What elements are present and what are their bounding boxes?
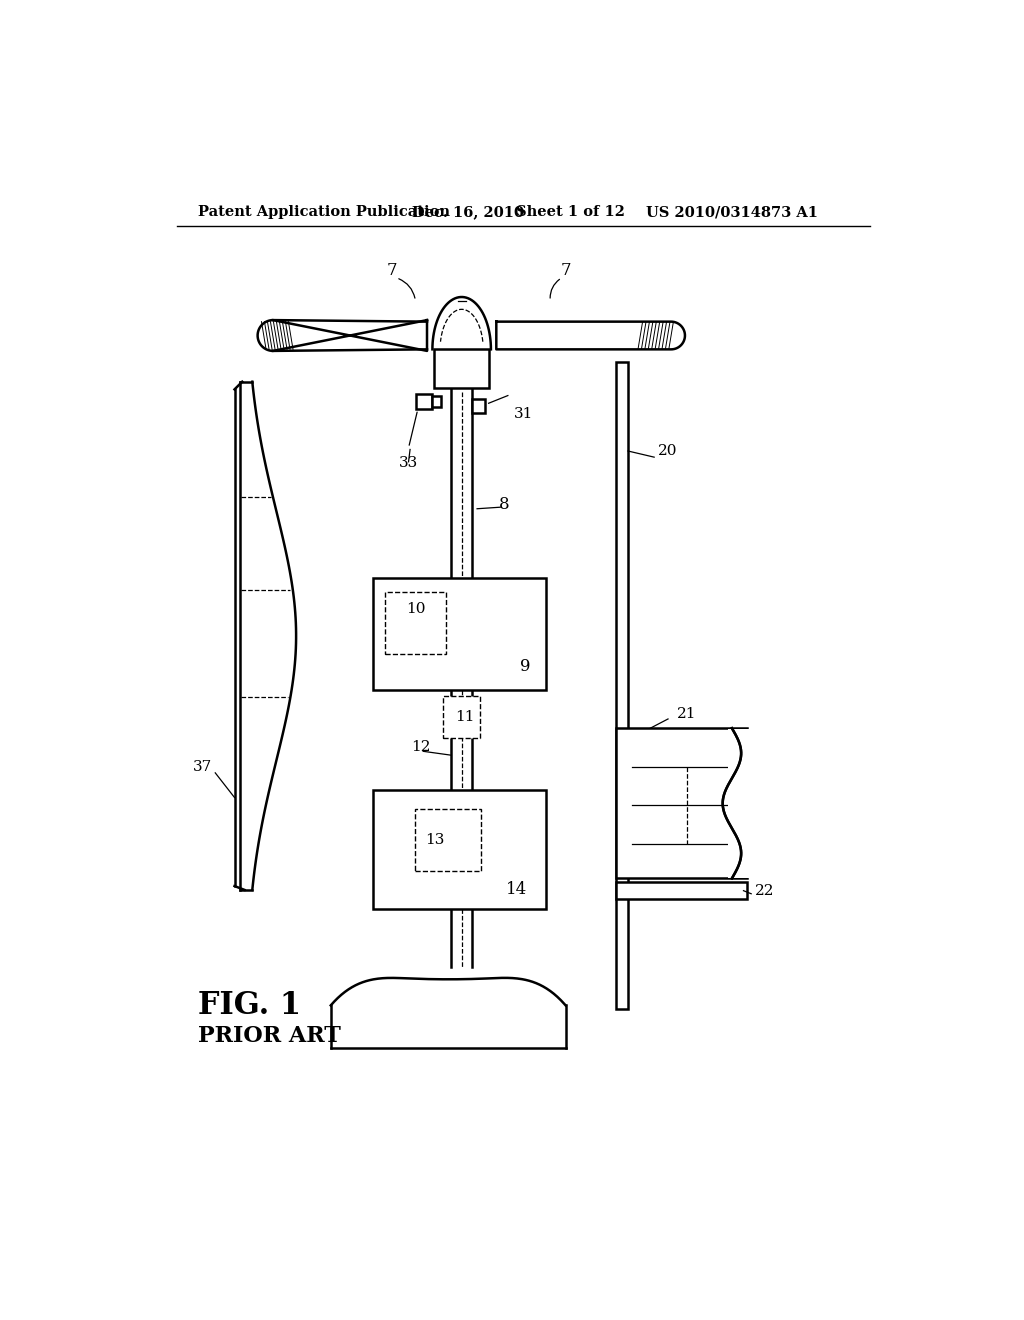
- Polygon shape: [240, 381, 296, 890]
- Polygon shape: [497, 322, 685, 350]
- Text: FIG. 1: FIG. 1: [199, 990, 301, 1020]
- Bar: [373, 578, 547, 689]
- Bar: [385, 591, 446, 653]
- Text: 11: 11: [456, 710, 475, 725]
- Text: 12: 12: [412, 741, 431, 755]
- Text: Patent Application Publication: Patent Application Publication: [199, 206, 451, 219]
- Bar: [434, 350, 489, 388]
- Text: PRIOR ART: PRIOR ART: [199, 1026, 341, 1047]
- Text: 10: 10: [407, 602, 426, 616]
- Bar: [416, 809, 481, 871]
- Bar: [728, 729, 752, 878]
- Text: 7: 7: [387, 261, 397, 279]
- Bar: [615, 729, 748, 878]
- Text: 8: 8: [499, 496, 509, 513]
- Text: 33: 33: [399, 457, 418, 470]
- Text: 37: 37: [193, 760, 212, 774]
- Text: 13: 13: [425, 833, 444, 847]
- Text: 9: 9: [520, 659, 531, 675]
- Text: Sheet 1 of 12: Sheet 1 of 12: [515, 206, 625, 219]
- Polygon shape: [432, 297, 490, 350]
- Text: 31: 31: [514, 407, 534, 421]
- Bar: [615, 882, 748, 899]
- Bar: [443, 696, 480, 738]
- Bar: [373, 789, 547, 909]
- Text: 21: 21: [677, 708, 696, 721]
- Text: Dec. 16, 2010: Dec. 16, 2010: [412, 206, 523, 219]
- Polygon shape: [258, 321, 427, 351]
- Bar: [432, 396, 441, 407]
- Text: 14: 14: [506, 882, 527, 899]
- Text: 20: 20: [658, 444, 678, 458]
- Text: US 2010/0314873 A1: US 2010/0314873 A1: [646, 206, 818, 219]
- Text: 22: 22: [755, 883, 774, 898]
- Bar: [615, 363, 628, 1010]
- Polygon shape: [331, 978, 565, 1048]
- Bar: [472, 400, 484, 413]
- Text: 7: 7: [560, 261, 571, 279]
- Bar: [416, 395, 432, 409]
